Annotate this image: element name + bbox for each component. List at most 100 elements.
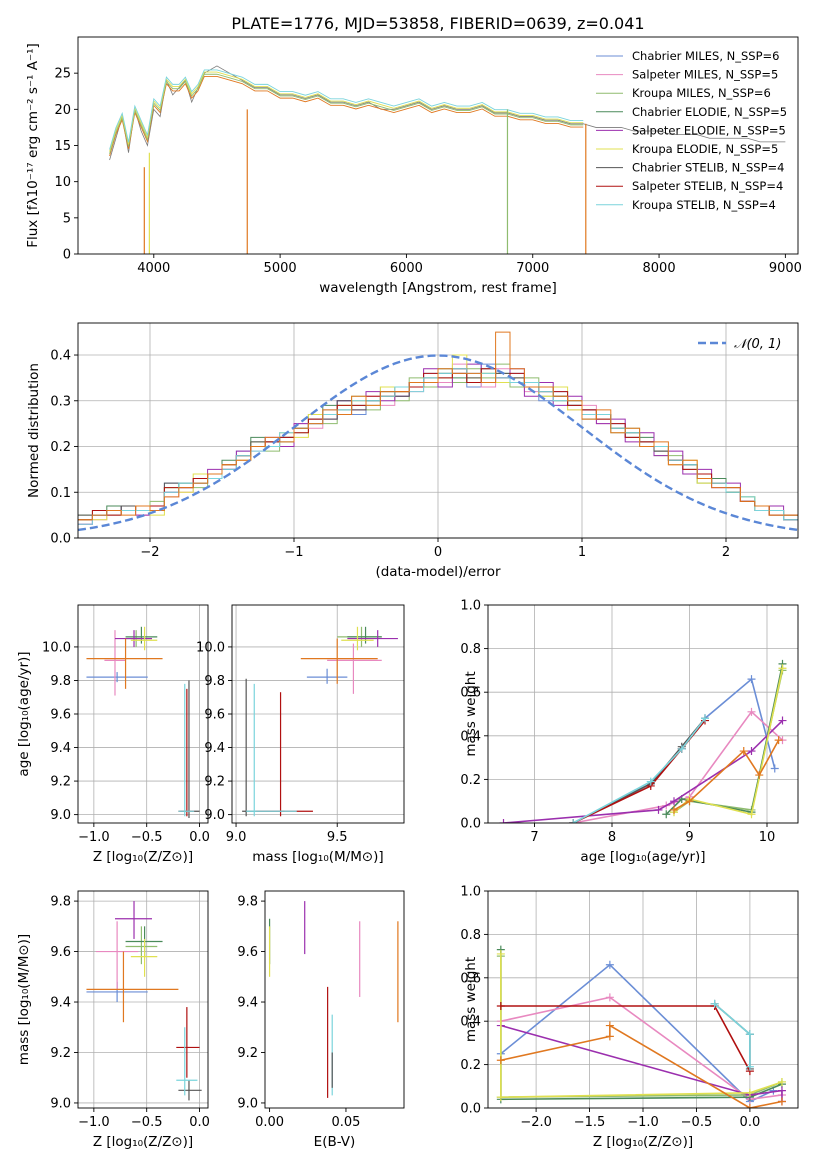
- spectrum-plot-area: [109, 65, 786, 254]
- legend-label: Kroupa STELIB, N_SSP=4: [632, 198, 776, 212]
- mass-weight-marker: [496, 949, 505, 958]
- legend-label: Salpeter ELODIE, N_SSP=5: [632, 123, 786, 137]
- legend-label: Kroupa MILES, N_SSP=6: [632, 86, 771, 100]
- weight-vs-z-x-axis-label: Z [log₁₀(Z/Z⊙)]: [593, 1134, 693, 1150]
- y-tick-label: 9.4: [50, 996, 71, 1011]
- x-tick-label: 6000: [390, 261, 423, 276]
- mass-weight-line: [714, 1003, 751, 1069]
- mass-vs-ebv-x-axis-label: E(B-V): [314, 1134, 356, 1150]
- mass-weight-marker: [747, 810, 756, 819]
- model-spectrum-line: [109, 69, 584, 150]
- y-tick-label: 9.0: [237, 1096, 258, 1111]
- y-tick-label: 9.0: [50, 808, 71, 823]
- spectrum-panel: Chabrier MILES, N_SSP=6 Salpeter MILES, N…: [25, 36, 802, 296]
- age-vs-mass-x-axis-label: mass [log₁₀(M/M⊙)]: [252, 849, 383, 865]
- mass-weight-line: [500, 953, 783, 1098]
- mass-weight-marker: [496, 1056, 505, 1065]
- y-tick-label: 0.8: [460, 642, 481, 657]
- y-tick-label: 20: [54, 103, 71, 118]
- mass-weight-marker: [654, 805, 663, 814]
- model-spectrum-line: [109, 71, 584, 152]
- weight-vs-z-y-axis-label: mass weight: [463, 957, 479, 1042]
- mass-weight-line: [714, 1003, 751, 1067]
- x-tick-label: 8: [608, 830, 616, 845]
- figure-title: PLATE=1776, MJD=53858, FIBERID=0639, z=0…: [231, 14, 644, 33]
- mass-weight-line: [500, 1005, 751, 1072]
- y-tick-label: 0.0: [460, 817, 481, 832]
- y-tick-label: 0.3: [50, 394, 71, 409]
- mass-vs-z-frame: [77, 890, 209, 1109]
- age-vs-z-x-axis-label: Z [log₁₀(Z/Z⊙)]: [93, 849, 193, 865]
- x-tick-label: 0.0: [189, 830, 210, 845]
- mass-weight-marker: [569, 819, 578, 823]
- mass-weight-marker: [496, 1002, 505, 1011]
- y-tick-label: 9.2: [237, 1046, 258, 1061]
- y-tick-label: 9.2: [50, 1046, 71, 1061]
- x-tick-label: −1: [284, 545, 303, 560]
- mass-vs-z-plot-area: [86, 901, 202, 1101]
- residual-histogram: [78, 331, 798, 521]
- y-tick-label: 9.2: [50, 775, 71, 790]
- mass-weight-marker: [747, 747, 756, 756]
- mass-weight-line: [500, 956, 783, 1098]
- mass-weight-marker: [745, 1030, 754, 1039]
- mass-weight-marker: [739, 747, 748, 756]
- x-tick-label: 9000: [769, 261, 802, 276]
- y-tick-label: 0.0: [50, 532, 71, 547]
- weight-vs-z-panel: −2.0 −1.5 −1.0 −0.5 0.0 0.0 0.2 0.4 0.6 0.8 1.0 Z […: [460, 885, 799, 1150]
- residuals-panel: 𝒩(0, 1) −2 −1 0 1 2 0.0 0.1 0.2 0.3 0.4 (data-model…: [26, 322, 799, 580]
- y-tick-label: 10.0: [42, 640, 71, 655]
- y-tick-label: 9.4: [237, 996, 258, 1011]
- mass-weight-line: [500, 963, 774, 1103]
- x-tick-label: 0: [434, 545, 442, 560]
- x-tick-label: 8000: [643, 261, 676, 276]
- weight-vs-age-x-axis-label: age [log₁₀(age/yr)]: [580, 849, 705, 865]
- x-tick-label: 7: [530, 830, 538, 845]
- y-tick-label: 9.8: [204, 674, 225, 689]
- y-tick-label: 25: [54, 67, 71, 82]
- mass-vs-ebv-frame: [264, 890, 405, 1109]
- normal-curve: [78, 354, 798, 532]
- mass-vs-z-panel: −1.0 −0.5 0.0 9.0 9.2 9.4 9.6 9.8 Z [log₁₀(Z/Z⊙)…: [16, 890, 210, 1150]
- weight-vs-age-frame: [487, 604, 799, 824]
- y-tick-label: 0.4: [460, 1015, 481, 1030]
- spectrum-x-axis-label: wavelength [Angstrom, rest frame]: [319, 280, 557, 296]
- y-tick-label: 9.6: [204, 708, 225, 723]
- x-tick-label: 5000: [264, 261, 297, 276]
- y-tick-label: 9.6: [50, 945, 71, 960]
- mass-weight-marker: [677, 744, 686, 753]
- mass-weight-marker: [496, 1093, 505, 1102]
- x-tick-label: 7000: [516, 261, 549, 276]
- model-spectrum-line: [109, 73, 584, 154]
- x-tick-label: −2: [140, 545, 159, 560]
- residual-legend: 𝒩(0, 1): [698, 337, 781, 352]
- mass-weight-marker: [499, 819, 508, 823]
- mass-vs-ebv-plot-area: [268, 901, 399, 1098]
- y-tick-label: 0: [63, 248, 71, 263]
- y-tick-label: 0.4: [50, 349, 71, 364]
- y-tick-label: 9.0: [50, 1096, 71, 1111]
- mass-weight-marker: [777, 1097, 786, 1106]
- mass-weight-line: [500, 1024, 783, 1102]
- x-tick-label: 10: [759, 830, 776, 845]
- weight-vs-age-y-axis-label: mass weight: [463, 671, 479, 756]
- y-tick-label: 10.0: [196, 640, 225, 655]
- mass-weight-marker: [685, 797, 694, 806]
- model-spectrum-line: [109, 75, 584, 157]
- weight-vs-age-plot-area: [499, 659, 787, 823]
- x-tick-label: 9: [685, 830, 693, 845]
- mass-weight-line: [500, 949, 783, 1101]
- residuals-plot-area: [78, 331, 798, 532]
- mass-weight-marker: [605, 1032, 614, 1041]
- y-tick-label: 9.8: [237, 895, 258, 910]
- mass-weight-marker: [770, 764, 779, 773]
- y-tick-label: 9.4: [50, 741, 71, 756]
- x-tick-label: −0.5: [681, 1115, 713, 1130]
- x-tick-label: 0.05: [331, 1115, 360, 1130]
- mass-weight-marker: [670, 805, 678, 814]
- mass-weight-marker: [778, 664, 787, 673]
- x-tick-label: 4000: [137, 261, 170, 276]
- residuals-y-axis-label: Normed distribution: [26, 363, 42, 498]
- age-vs-mass-plot-area: [242, 626, 398, 817]
